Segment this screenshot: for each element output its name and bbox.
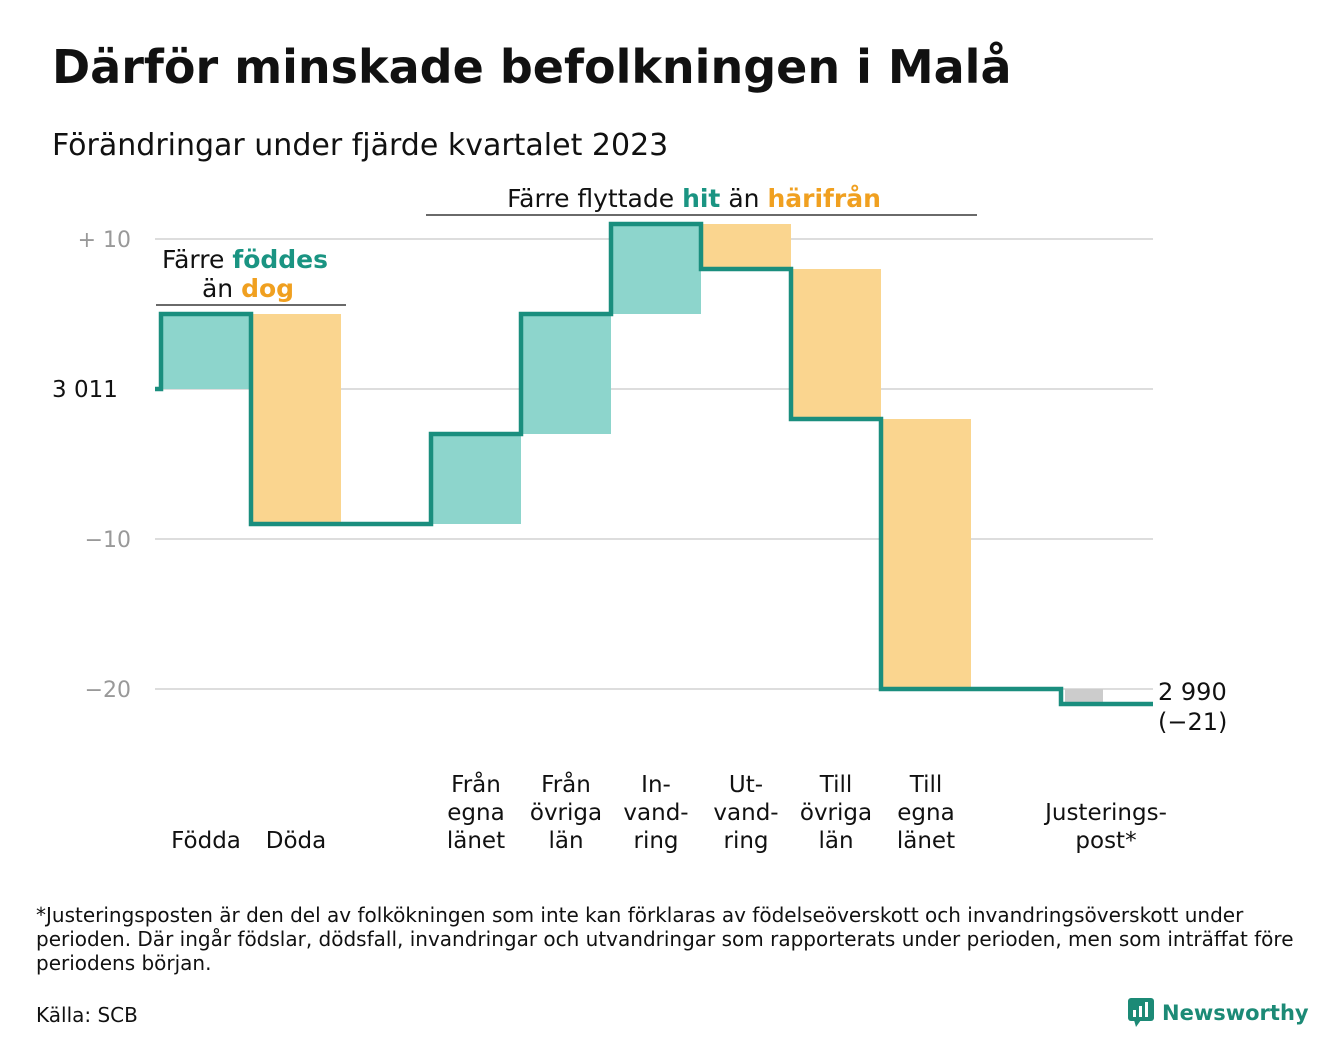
chart-title: Därför minskade befolkningen i Malå [52, 40, 1012, 94]
annotation-highlight: dog [241, 274, 294, 303]
bar-increase [611, 224, 701, 314]
x-tick-label: vand- [713, 800, 778, 826]
x-tick-label: In- [641, 772, 671, 798]
bar-decrease [251, 314, 341, 524]
x-tick-label: Till [909, 772, 943, 798]
x-tick-label: Ut- [729, 772, 763, 798]
bar-decrease [791, 269, 881, 419]
bar-decrease [701, 224, 791, 269]
bar-increase [161, 314, 251, 389]
y-tick-label: −20 [85, 678, 131, 703]
chart-subtitle: Förändringar under fjärde kvartalet 2023 [52, 128, 669, 163]
annotation-text: än [202, 274, 241, 303]
x-tick-label: län [548, 828, 583, 854]
annotation-births-deaths-line2: än dog [202, 274, 294, 303]
start-value-label: 3 011 [52, 377, 118, 403]
x-tick-label: post* [1075, 828, 1136, 854]
y-tick-label: + 10 [78, 228, 131, 253]
x-tick-label: Från [541, 770, 591, 798]
annotation-highlight: hit [682, 184, 720, 213]
y-tick-label: −10 [85, 528, 131, 553]
bar-adjustment [1065, 689, 1103, 704]
cumulative-step-line [155, 221, 1153, 707]
x-tick-label: Justerings- [1043, 800, 1167, 826]
bar-increase [521, 314, 611, 434]
bar-decrease [881, 419, 971, 689]
x-tick-label: länet [897, 828, 955, 854]
x-tick-label: övriga [800, 800, 872, 826]
bar-increase [431, 434, 521, 524]
x-tick-label: vand- [623, 800, 688, 826]
footnote: *Justeringsposten är den del av folkökni… [36, 903, 1294, 975]
x-tick-label: egna [447, 800, 504, 826]
newsworthy-logo: Newsworthy [1128, 998, 1309, 1028]
annotation-text: Färre [162, 245, 232, 274]
annotation-text: Färre flyttade [507, 184, 682, 213]
annotation-births-deaths-line1: Färre föddes [162, 245, 328, 274]
x-tick-label: Döda [266, 828, 326, 854]
end-change-label: (−21) [1158, 708, 1227, 736]
chat-bars-icon [1128, 998, 1154, 1027]
x-tick-label: Från [451, 770, 501, 798]
annotation-highlight: härifrån [767, 184, 880, 213]
x-tick-label: ring [633, 828, 678, 854]
end-value-label: 2 990 [1158, 678, 1227, 706]
brand-name: Newsworthy [1162, 1001, 1309, 1025]
x-tick-label: län [818, 828, 853, 854]
annotation-text: än [720, 184, 767, 213]
x-tick-label: övriga [530, 800, 602, 826]
source-credit: Källa: SCB [36, 1003, 138, 1027]
x-tick-label: ring [723, 828, 768, 854]
annotation-highlight: föddes [232, 245, 328, 274]
x-tick-label: Till [819, 772, 853, 798]
x-tick-label: länet [447, 828, 505, 854]
x-tick-label: Födda [171, 828, 241, 854]
annotation-moves: Färre flyttade hit än härifrån [507, 184, 881, 213]
x-tick-label: egna [897, 800, 954, 826]
